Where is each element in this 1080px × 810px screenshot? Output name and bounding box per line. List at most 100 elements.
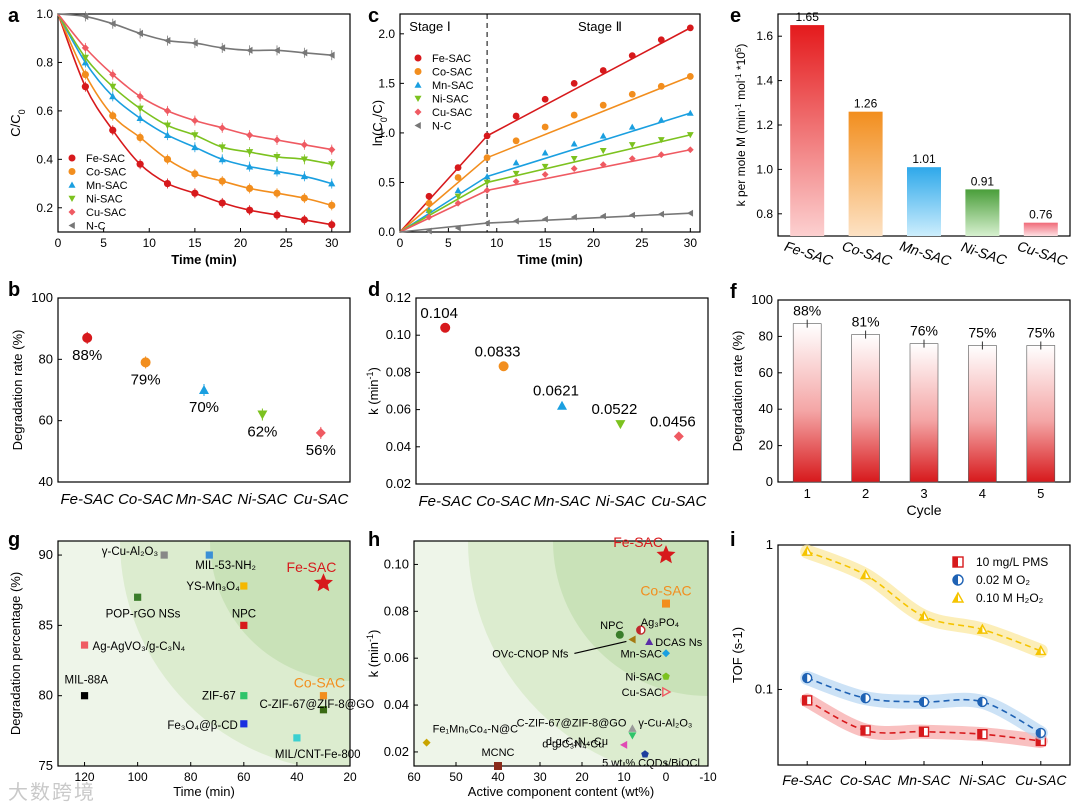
- x-category-label: Co-SAC: [118, 491, 173, 508]
- y-axis-title: Degradation percentage (%): [8, 572, 23, 735]
- data-point-nc: [512, 217, 519, 225]
- x-tick-label: 120: [75, 770, 95, 784]
- panel-e: 0.8 1.0 1.2 1.4 1.6 1.65 Fe-SAC 1.26 Co-SAC 1.01 M…: [734, 10, 1071, 269]
- watermark: 大数跨境: [8, 780, 96, 804]
- data-point-cu: [315, 427, 326, 438]
- data-point-mn: [218, 155, 226, 163]
- x-tick-label: 5: [100, 236, 107, 250]
- data-point-ni: [657, 137, 665, 144]
- legend-marker-cu: [68, 208, 76, 216]
- data-point-mn: [657, 116, 665, 123]
- panel-a: 0.2 0.4 0.6 0.8 1.0 0 5 10 15 20 25 30 Time (min) C/C…: [8, 7, 351, 267]
- x-tick-label: 1: [804, 486, 811, 501]
- value-label: 0.0456: [650, 413, 696, 430]
- legend-label: Ni-SAC: [86, 194, 123, 206]
- x-tick-label: 20: [575, 770, 589, 784]
- y-tick-label: 1.0: [36, 7, 53, 21]
- data-point: [645, 637, 654, 645]
- data-point-fe: [300, 216, 308, 224]
- data-point: [240, 720, 248, 728]
- data-point-fe: [191, 189, 199, 197]
- data-point-fe: [163, 179, 172, 188]
- data-point: [636, 625, 646, 635]
- data-point-nc: [328, 51, 335, 59]
- x-category-label: Cu-SAC: [651, 493, 706, 510]
- plot-frame: [415, 297, 709, 485]
- data-point-mn: [454, 186, 462, 194]
- point-label: d-g-C₃N₄-Cu: [546, 736, 608, 748]
- data-point-tof_o2: [1035, 727, 1047, 739]
- data-point-ni: [109, 83, 117, 91]
- y-tick-label: 0.10: [384, 556, 409, 571]
- y-tick-label: 80: [759, 328, 773, 343]
- data-point-fe: [570, 79, 578, 87]
- data-point-fe: [246, 206, 254, 214]
- data-point-co: [328, 201, 336, 209]
- panel-label-h: h: [368, 529, 380, 551]
- data-point-co: [599, 101, 607, 109]
- x-category-label: Cu-SAC: [1015, 772, 1067, 788]
- bar-value-label: 0.76: [1029, 208, 1053, 222]
- x-category-label: Fe-SAC: [61, 491, 115, 508]
- value-label: 0.0522: [591, 401, 637, 418]
- x-tick-label: 0: [663, 770, 670, 784]
- data-point-fe: [218, 199, 226, 207]
- y-tick-label: 1: [766, 537, 773, 552]
- data-point-co: [140, 357, 151, 368]
- x-tick-label: 0: [55, 236, 62, 250]
- performance-zones: [414, 541, 708, 766]
- x-axis-title: Cycle: [906, 502, 941, 518]
- panel-i: 0.1 1 Fe-SAC Co-SAC Mn-SAC Ni-SAC Cu-SAC TOF (s…: [730, 537, 1071, 788]
- data-point-fe: [81, 83, 89, 91]
- y-tick-label: 0.08: [384, 603, 409, 618]
- bar-cycle-2: [851, 334, 880, 483]
- data-point: [160, 551, 168, 559]
- stage-label: Stage Ⅱ: [578, 19, 622, 34]
- data-point-cu: [483, 186, 491, 194]
- fit-line-stage2-fe: [486, 27, 691, 137]
- data-point-tof_o2: [977, 696, 988, 708]
- data-point-co: [628, 90, 636, 98]
- bar-value-label: 0.91: [971, 174, 995, 188]
- bar-value-label: 76%: [910, 323, 938, 339]
- data-point-mn: [628, 123, 636, 130]
- x-tick-label: 30: [533, 770, 547, 784]
- x-tick-label: 100: [128, 770, 148, 784]
- point-label: Co-SAC: [640, 583, 691, 599]
- data-point-co: [109, 112, 117, 120]
- bar-cycle-3: [909, 343, 939, 483]
- data-point-ni: [570, 155, 578, 163]
- data-point-co: [81, 70, 89, 79]
- x-axis-title: Time (min): [171, 252, 237, 267]
- data-point-nc: [657, 210, 665, 218]
- legend-label: Mn-SAC: [432, 80, 474, 92]
- data-point-cu: [246, 131, 254, 139]
- x-tick-label: 10: [617, 770, 631, 784]
- plot-frame: [413, 540, 709, 767]
- data-point-cu: [628, 155, 636, 163]
- data-point-cu: [512, 178, 520, 185]
- data-point-cu: [657, 151, 665, 159]
- data-point: [240, 692, 248, 700]
- x-category-label: Ni-SAC: [237, 491, 287, 508]
- x-tick-label: 0: [397, 236, 404, 250]
- bar-value-label: 1.01: [912, 152, 936, 166]
- panel-label-g: g: [8, 529, 20, 551]
- data-point-tof_h2o2: [859, 569, 872, 580]
- x-category-label: Fe-SAC: [419, 493, 473, 510]
- legend-marker-fe: [414, 54, 422, 62]
- y-tick-label: 85: [39, 617, 53, 632]
- value-label: 62%: [247, 424, 277, 441]
- bar-cycle-4: [968, 345, 997, 483]
- y-tick-label: 100: [751, 292, 773, 307]
- y-tick-label: 0.5: [378, 175, 395, 189]
- data-point-ni: [163, 122, 172, 130]
- data-point-fe: [599, 67, 607, 74]
- data-point-ni: [191, 132, 199, 139]
- legend-label: Mn-SAC: [86, 180, 128, 192]
- point-label: Ag₃PO₄: [641, 617, 680, 629]
- point-label: MIL-88A: [65, 675, 109, 687]
- data-point-tof_h2o2: [976, 623, 989, 634]
- y-axis-title: C/C0: [8, 109, 27, 136]
- value-label: 0.0833: [475, 343, 521, 360]
